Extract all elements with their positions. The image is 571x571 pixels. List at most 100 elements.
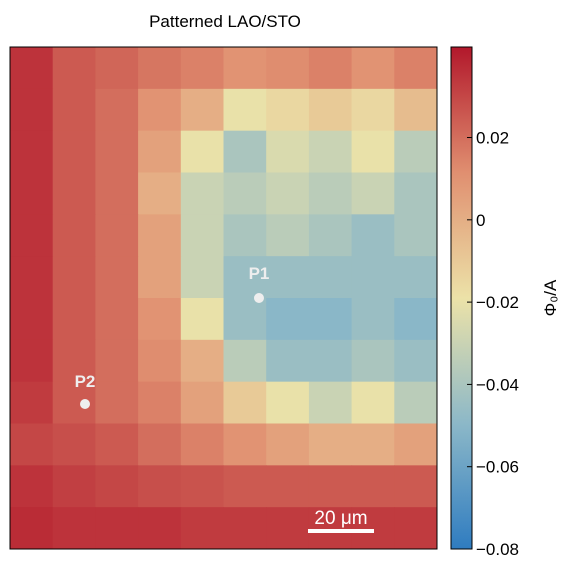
heatmap-cell	[95, 465, 139, 508]
heatmap-cell	[266, 256, 310, 299]
heatmap-cell	[10, 88, 54, 132]
heatmap-cell	[95, 88, 139, 132]
heatmap-cell	[138, 423, 182, 466]
colorbar-tick-label: 0	[476, 211, 485, 230]
colorbar	[450, 46, 473, 550]
heatmap-cell	[223, 298, 267, 341]
heatmap-cell	[223, 256, 267, 299]
heatmap-cell	[351, 88, 395, 132]
heatmap-cell	[95, 214, 139, 257]
heatmap-cell	[180, 256, 224, 299]
heatmap-cell	[223, 214, 267, 257]
heatmap-cell	[351, 298, 395, 341]
heatmap-cell	[180, 88, 224, 132]
heatmap-cell	[266, 172, 310, 215]
annotation: P2	[75, 372, 96, 391]
heatmap-cell	[10, 423, 54, 466]
heatmap-cell	[180, 381, 224, 424]
heatmap-cell	[266, 507, 310, 550]
heatmap-cell	[308, 465, 353, 508]
heatmap-cell	[266, 130, 310, 173]
heatmap-cell	[138, 339, 182, 383]
heatmap-cell	[266, 465, 310, 508]
heatmap-cell	[223, 130, 267, 173]
heatmap-cell	[52, 465, 96, 508]
heatmap	[10, 47, 438, 550]
heatmap-cell	[180, 172, 224, 215]
heatmap-cell	[95, 423, 139, 466]
heatmap-cell	[138, 256, 182, 299]
annotation: P1	[249, 264, 270, 283]
heatmap-cell	[394, 130, 438, 173]
heatmap-cell	[10, 381, 54, 424]
heatmap-cell	[394, 423, 438, 466]
heatmap-cell	[266, 423, 310, 466]
heatmap-cell	[95, 381, 139, 424]
heatmap-cell	[223, 465, 267, 508]
heatmap-cell	[394, 339, 438, 383]
colorbar-label: Φ₀/A	[541, 279, 560, 316]
heatmap-cell	[394, 172, 438, 215]
heatmap-cell	[10, 256, 54, 299]
heatmap-cell	[266, 88, 310, 132]
heatmap-cell	[223, 172, 267, 215]
heatmap-cell	[138, 507, 182, 550]
heatmap-cell	[180, 298, 224, 341]
heatmap-cell	[180, 130, 224, 173]
heatmap-cell	[52, 88, 96, 132]
colorbar-tick-label: −0.06	[476, 458, 519, 477]
heatmap-cell	[223, 339, 267, 383]
heatmap-cell	[52, 507, 96, 550]
heatmap-cell	[10, 214, 54, 257]
heatmap-cell	[95, 298, 139, 341]
heatmap-cell	[308, 47, 353, 90]
heatmap-cell	[180, 47, 224, 90]
heatmap-cell	[52, 298, 96, 341]
heatmap-cell	[266, 214, 310, 257]
scale-bar	[308, 529, 374, 533]
chart-title: Patterned LAO/STO	[149, 12, 301, 31]
heatmap-cell	[351, 47, 395, 90]
heatmap-cell	[308, 130, 353, 173]
heatmap-cell	[223, 507, 267, 550]
heatmap-cell	[394, 256, 438, 299]
heatmap-cell	[138, 298, 182, 341]
heatmap-cell	[308, 507, 353, 550]
heatmap-cell	[52, 256, 96, 299]
heatmap-cell	[351, 256, 395, 299]
heatmap-cell	[180, 214, 224, 257]
heatmap-cell	[95, 339, 139, 383]
heatmap-cell	[394, 465, 438, 508]
colorbar-tick-label: 0.02	[476, 129, 509, 148]
heatmap-cell	[10, 465, 54, 508]
colorbar-tick-label: −0.04	[476, 375, 519, 394]
heatmap-cell	[138, 172, 182, 215]
colorbar-tick-label: −0.02	[476, 293, 519, 312]
heatmap-cell	[52, 47, 96, 90]
heatmap-cell	[95, 130, 139, 173]
heatmap-cell	[180, 507, 224, 550]
heatmap-cell	[308, 88, 353, 132]
heatmap-cell	[138, 88, 182, 132]
heatmap-cell	[266, 298, 310, 341]
heatmap-cell	[351, 465, 395, 508]
heatmap-cell	[138, 47, 182, 90]
heatmap-cell	[10, 172, 54, 215]
heatmap-cell	[52, 130, 96, 173]
heatmap-cell	[10, 47, 54, 90]
heatmap-cell	[351, 507, 395, 550]
heatmap-cell	[52, 339, 96, 383]
heatmap-cell	[10, 298, 54, 341]
heatmap-cell	[223, 47, 267, 90]
heatmap-cell	[308, 172, 353, 215]
heatmap-cell	[180, 339, 224, 383]
marker	[80, 399, 90, 409]
heatmap-cell	[138, 214, 182, 257]
heatmap-cell	[180, 423, 224, 466]
heatmap-cell	[95, 507, 139, 550]
heatmap-cell	[351, 423, 395, 466]
heatmap-cell	[308, 339, 353, 383]
heatmap-cell	[266, 47, 310, 90]
heatmap-cell	[351, 172, 395, 215]
